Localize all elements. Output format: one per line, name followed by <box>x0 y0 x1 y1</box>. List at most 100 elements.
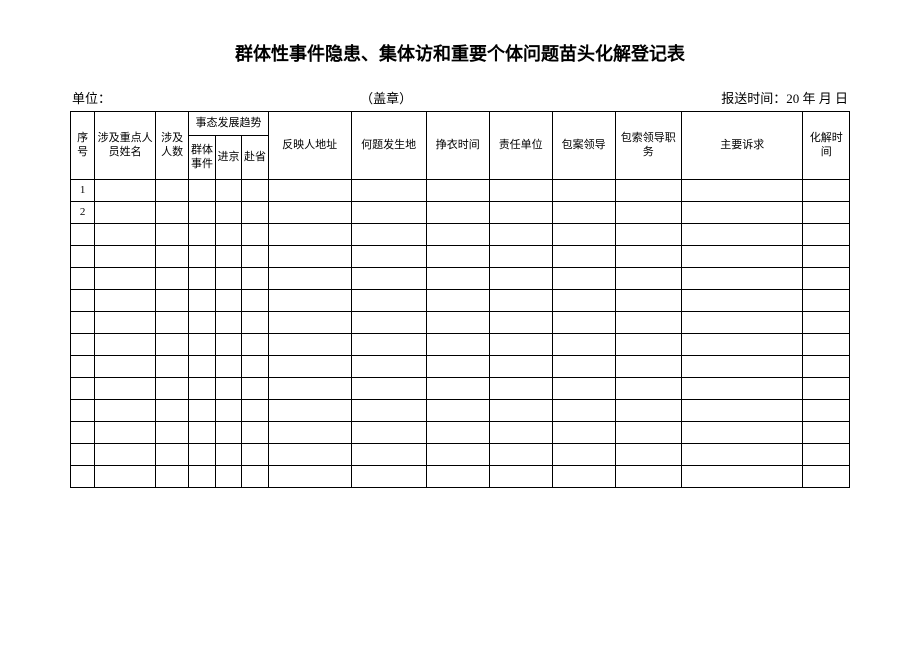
table-cell <box>489 444 552 466</box>
col-person-count: 涉及人数 <box>156 112 189 180</box>
table-cell <box>615 444 681 466</box>
table-cell <box>803 268 850 290</box>
table-cell <box>489 202 552 224</box>
table-cell <box>215 202 242 224</box>
table-cell <box>489 422 552 444</box>
table-cell <box>71 444 95 466</box>
table-cell <box>552 334 615 356</box>
table-cell <box>242 268 269 290</box>
table-cell <box>268 444 351 466</box>
table-cell <box>615 312 681 334</box>
table-cell <box>268 400 351 422</box>
table-cell <box>489 180 552 202</box>
table-cell <box>242 444 269 466</box>
table-cell <box>803 444 850 466</box>
table-cell <box>681 356 803 378</box>
table-row <box>71 378 850 400</box>
table-cell <box>615 356 681 378</box>
table-cell <box>552 356 615 378</box>
seal-label: （盖章） <box>51 88 721 107</box>
col-trend-beijing: 进京 <box>215 136 242 180</box>
table-cell <box>681 422 803 444</box>
table-cell <box>215 246 242 268</box>
table-cell <box>681 246 803 268</box>
table-cell <box>426 290 489 312</box>
col-address: 反映人地址 <box>268 112 351 180</box>
table-cell <box>268 202 351 224</box>
table-cell <box>242 422 269 444</box>
col-time1: 挣衣时间 <box>426 112 489 180</box>
table-cell <box>615 202 681 224</box>
table-cell <box>552 246 615 268</box>
table-cell <box>489 246 552 268</box>
table-cell <box>156 422 189 444</box>
table-cell <box>189 334 216 356</box>
table-cell <box>615 334 681 356</box>
table-cell <box>426 268 489 290</box>
table-cell <box>156 466 189 488</box>
table-cell <box>71 224 95 246</box>
table-cell <box>681 202 803 224</box>
table-cell <box>681 378 803 400</box>
table-cell <box>242 290 269 312</box>
table-cell <box>215 378 242 400</box>
table-cell <box>189 246 216 268</box>
table-cell <box>351 180 426 202</box>
table-row <box>71 334 850 356</box>
table-cell <box>189 444 216 466</box>
table-cell <box>552 290 615 312</box>
col-main-demand: 主要诉求 <box>681 112 803 180</box>
table-cell <box>615 378 681 400</box>
col-seq: 序号 <box>71 112 95 180</box>
table-cell <box>615 246 681 268</box>
meta-row: 单位： （盖章） 报送时间：20 年 月 日 <box>70 88 850 107</box>
table-cell <box>426 378 489 400</box>
table-cell <box>242 224 269 246</box>
table-cell <box>351 400 426 422</box>
table-cell <box>351 268 426 290</box>
table-cell <box>552 422 615 444</box>
table-cell <box>189 466 216 488</box>
table-cell <box>615 400 681 422</box>
table-cell <box>552 400 615 422</box>
table-cell <box>681 224 803 246</box>
table-cell <box>242 334 269 356</box>
table-cell <box>489 356 552 378</box>
table-cell <box>615 290 681 312</box>
table-cell <box>426 400 489 422</box>
table-cell <box>71 378 95 400</box>
table-cell <box>95 422 156 444</box>
table-cell <box>803 202 850 224</box>
table-cell <box>189 422 216 444</box>
table-row <box>71 268 850 290</box>
table-cell <box>552 466 615 488</box>
table-cell <box>156 312 189 334</box>
table-cell <box>489 400 552 422</box>
table-cell <box>489 378 552 400</box>
col-leader2: 包索领导职务 <box>615 112 681 180</box>
table-cell <box>215 466 242 488</box>
table-cell <box>681 334 803 356</box>
table-cell <box>803 180 850 202</box>
table-cell <box>215 444 242 466</box>
table-row: 1 <box>71 180 850 202</box>
table-row <box>71 422 850 444</box>
table-cell <box>242 356 269 378</box>
table-cell <box>156 180 189 202</box>
table-cell <box>242 246 269 268</box>
table-cell <box>803 356 850 378</box>
table-cell <box>215 290 242 312</box>
table-cell <box>215 224 242 246</box>
table-cell <box>351 246 426 268</box>
table-cell <box>189 268 216 290</box>
table-cell <box>552 378 615 400</box>
col-trend-group-event: 群体事件 <box>189 136 216 180</box>
table-cell <box>268 268 351 290</box>
table-cell <box>156 246 189 268</box>
table-cell <box>189 180 216 202</box>
table-cell <box>489 466 552 488</box>
table-cell <box>552 444 615 466</box>
table-cell <box>242 400 269 422</box>
table-cell <box>215 312 242 334</box>
table-cell <box>95 268 156 290</box>
